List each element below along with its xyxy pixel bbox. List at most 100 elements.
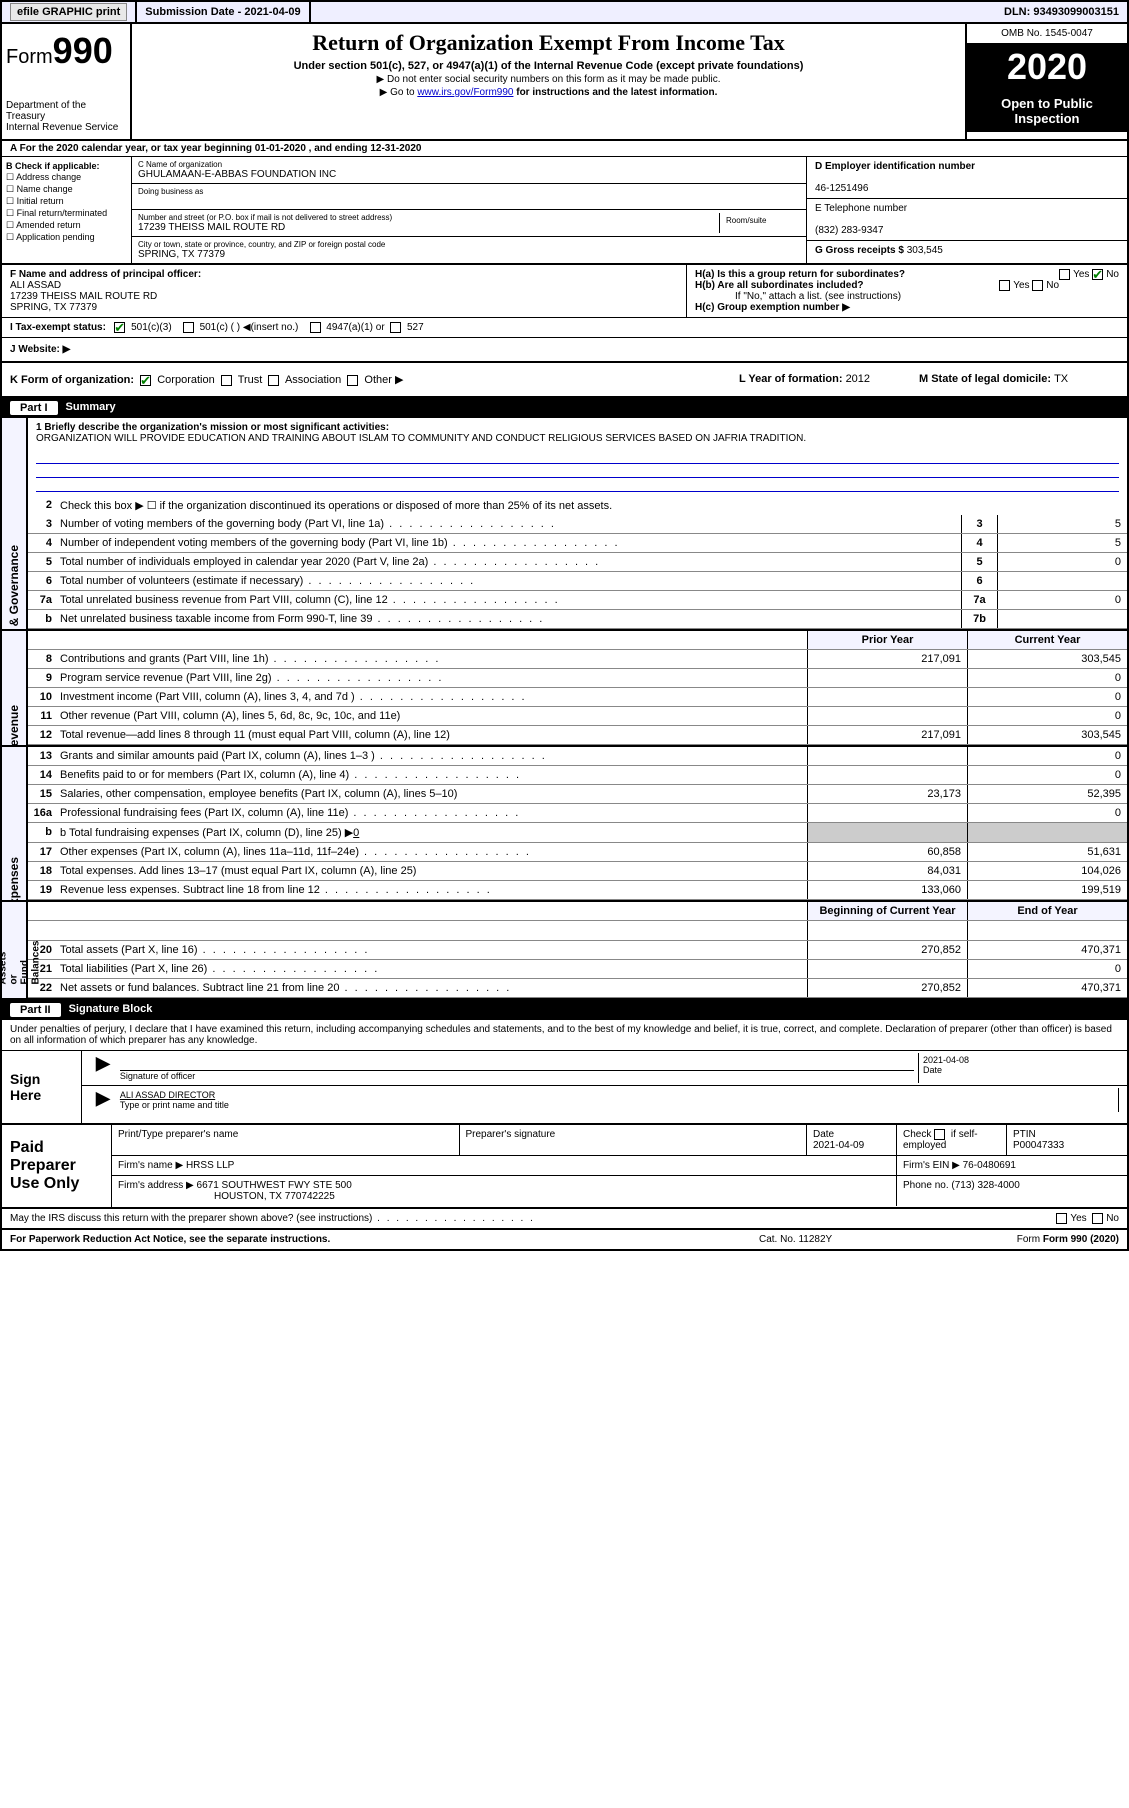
ha-no[interactable] <box>1092 269 1103 280</box>
line-16a: Professional fundraising fees (Part IX, … <box>56 804 807 822</box>
org-name-label: C Name of organization <box>138 160 800 169</box>
officer-label: F Name and address of principal officer: <box>10 269 201 280</box>
instructions-link[interactable]: www.irs.gov/Form990 <box>417 87 513 98</box>
line-10: Investment income (Part VIII, column (A)… <box>56 688 807 706</box>
line-16b: b Total fundraising expenses (Part IX, c… <box>56 823 807 842</box>
ein-label: D Employer identification number <box>815 161 975 172</box>
chk-app-pending[interactable]: ☐ Application pending <box>6 232 127 243</box>
sig-date: 2021-04-08 <box>923 1055 969 1065</box>
line-7b: Net unrelated business taxable income fr… <box>56 610 961 628</box>
tax-period: A For the 2020 calendar year, or tax yea… <box>2 141 1127 157</box>
chk-trust[interactable] <box>221 375 232 386</box>
tax-exempt-status: I Tax-exempt status: 501(c)(3) 501(c) ( … <box>2 318 1127 338</box>
ptin: P00047333 <box>1013 1140 1064 1151</box>
line-9: Program service revenue (Part VIII, line… <box>56 669 807 687</box>
hb-note: If "No," attach a list. (see instruction… <box>695 291 1119 302</box>
prior-year-header: Prior Year <box>807 631 967 649</box>
officer-typed-name: ALI ASSAD DIRECTOR <box>120 1090 215 1100</box>
cat-no: Cat. No. 11282Y <box>759 1234 959 1245</box>
gross-receipts-label: G Gross receipts $ <box>815 245 907 256</box>
eoy-header: End of Year <box>967 902 1127 920</box>
line-4: Number of independent voting members of … <box>56 534 961 552</box>
form-ref: Form Form 990 (2020) <box>959 1234 1119 1245</box>
line-12: Total revenue—add lines 8 through 11 (mu… <box>56 726 807 744</box>
hb-label: H(b) Are all subordinates included? <box>695 280 864 291</box>
city-state-zip: SPRING, TX 77379 <box>138 249 800 260</box>
line-13: Grants and similar amounts paid (Part IX… <box>56 747 807 765</box>
ha-yes[interactable] <box>1059 269 1070 280</box>
chk-name-change[interactable]: ☐ Name change <box>6 184 127 195</box>
chk-501c3[interactable] <box>114 322 125 333</box>
page-footer: For Paperwork Reduction Act Notice, see … <box>2 1230 1127 1249</box>
dln: DLN: 93493099003151 <box>996 2 1127 22</box>
ein-value: 46-1251496 <box>815 183 868 194</box>
form-title: Return of Organization Exempt From Incom… <box>142 30 955 56</box>
subtitle-1: Under section 501(c), 527, or 4947(a)(1)… <box>142 60 955 72</box>
chk-527[interactable] <box>390 322 401 333</box>
typed-name-label: Type or print name and title <box>120 1100 229 1110</box>
year-formation: 2012 <box>846 373 870 385</box>
firm-name: HRSS LLP <box>186 1160 234 1171</box>
chk-amended[interactable]: ☐ Amended return <box>6 220 127 231</box>
gross-receipts: 303,545 <box>907 245 943 256</box>
discuss-no[interactable] <box>1092 1213 1103 1224</box>
officer-name: ALI ASSAD <box>10 280 61 291</box>
line-17: Other expenses (Part IX, column (A), lin… <box>56 843 807 861</box>
bcy-header: Beginning of Current Year <box>807 902 967 920</box>
hb-yes[interactable] <box>999 280 1010 291</box>
officer-addr1: 17239 THEISS MAIL ROUTE RD <box>10 291 157 302</box>
revenue-section: Revenue Prior YearCurrent Year 8Contribu… <box>2 631 1127 747</box>
chk-assoc[interactable] <box>268 375 279 386</box>
line-15: Salaries, other compensation, employee b… <box>56 785 807 803</box>
chk-address-change[interactable]: ☐ Address change <box>6 172 127 183</box>
sign-here-block: Sign Here ▶ Signature of officer 2021-04… <box>2 1051 1127 1125</box>
form-number: Form990 <box>6 30 126 72</box>
discuss-row: May the IRS discuss this return with the… <box>2 1209 1127 1230</box>
subtitle-2: ▶ Do not enter social security numbers o… <box>142 74 955 85</box>
activities-governance: Activities & Governance 1 Briefly descri… <box>2 418 1127 631</box>
arrow-icon: ▶ <box>90 1088 116 1112</box>
officer-addr2: SPRING, TX 77379 <box>10 302 97 313</box>
val-4: 5 <box>997 534 1127 552</box>
paid-preparer-label: Paid Preparer Use Only <box>2 1125 112 1207</box>
firm-addr2: HOUSTON, TX 770742225 <box>118 1191 335 1202</box>
line-7a: Total unrelated business revenue from Pa… <box>56 591 961 609</box>
line-5: Total number of individuals employed in … <box>56 553 961 571</box>
submission-date: Submission Date - 2021-04-09 <box>137 2 310 22</box>
org-name: GHULAMAAN-E-ABBAS FOUNDATION INC <box>138 169 800 180</box>
chk-501c[interactable] <box>183 322 194 333</box>
prep-name-hdr: Print/Type preparer's name <box>112 1125 460 1155</box>
chk-corp[interactable] <box>140 375 151 386</box>
line-14: Benefits paid to or for members (Part IX… <box>56 766 807 784</box>
line-19: Revenue less expenses. Subtract line 18 … <box>56 881 807 899</box>
department: Department of the Treasury Internal Reve… <box>6 100 126 133</box>
val-7a: 0 <box>997 591 1127 609</box>
part-1-header: Part ISummary <box>2 398 1127 418</box>
dba-label: Doing business as <box>138 187 800 196</box>
line-21: Total liabilities (Part X, line 26) <box>56 960 807 978</box>
mission-text: ORGANIZATION WILL PROVIDE EDUCATION AND … <box>36 433 806 444</box>
firm-ein: 76-0480691 <box>963 1160 1016 1171</box>
chk-initial-return[interactable]: ☐ Initial return <box>6 196 127 207</box>
hb-no[interactable] <box>1032 280 1043 291</box>
discuss-yes[interactable] <box>1056 1213 1067 1224</box>
hc-label: H(c) Group exemption number ▶ <box>695 302 850 313</box>
chk-4947[interactable] <box>310 322 321 333</box>
chk-other[interactable] <box>347 375 358 386</box>
state-domicile: TX <box>1054 373 1068 385</box>
chk-final-return[interactable]: ☐ Final return/terminated <box>6 208 127 219</box>
net-assets-section: Net Assets or Fund Balances Beginning of… <box>2 902 1127 1000</box>
line-20: Total assets (Part X, line 16) <box>56 941 807 959</box>
chk-self-employed[interactable] <box>934 1129 945 1140</box>
street-address: 17239 THEISS MAIL ROUTE RD <box>138 222 719 233</box>
arrow-icon: ▶ <box>90 1053 116 1083</box>
tax-year: 2020 <box>967 44 1127 90</box>
subtitle-3: ▶ Go to www.irs.gov/Form990 for instruct… <box>142 87 955 98</box>
room-suite-label: Room/suite <box>720 213 800 233</box>
form-org-row: K Form of organization: Corporation Trus… <box>2 363 1127 398</box>
city-label: City or town, state or province, country… <box>138 240 800 249</box>
line-8: Contributions and grants (Part VIII, lin… <box>56 650 807 668</box>
line-18: Total expenses. Add lines 13–17 (must eq… <box>56 862 807 880</box>
val-7b <box>997 610 1127 628</box>
val-3: 5 <box>997 515 1127 533</box>
